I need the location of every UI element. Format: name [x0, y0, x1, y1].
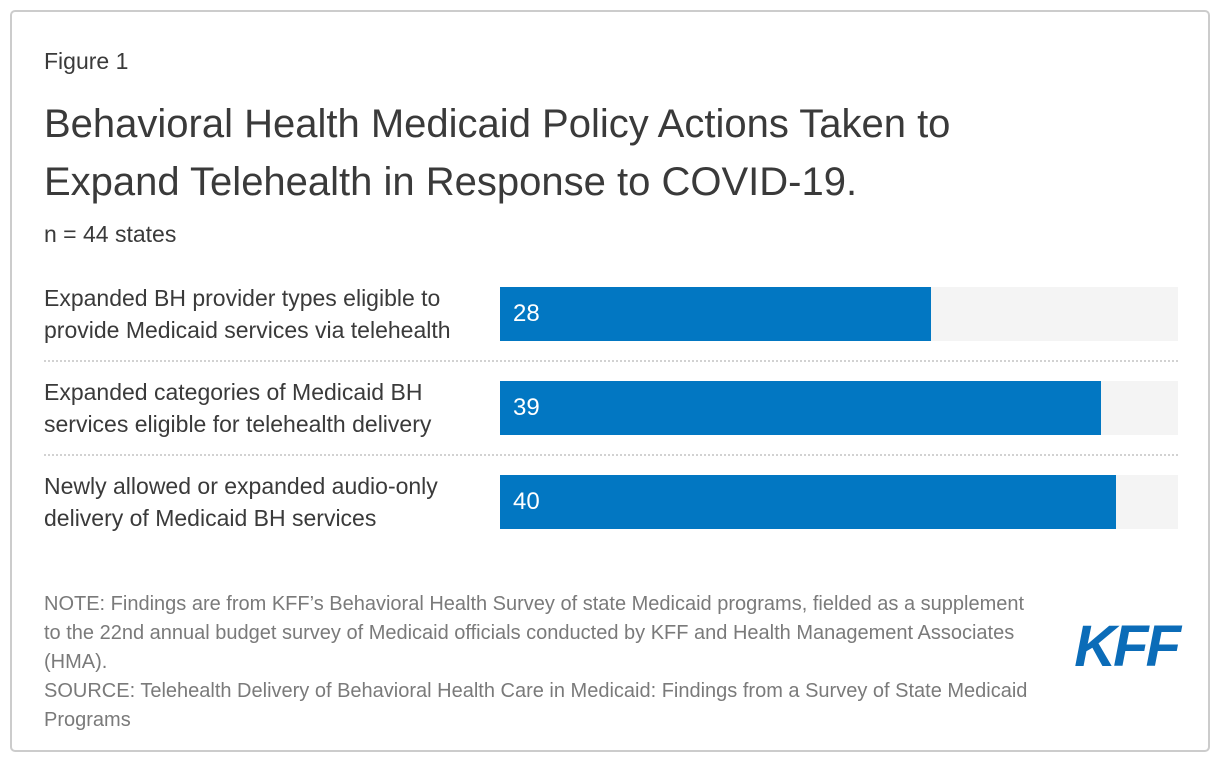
figure-frame: Figure 1 Behavioral Health Medicaid Poli…	[10, 10, 1210, 752]
note-text: NOTE: Findings are from KFF’s Behavioral…	[44, 592, 1025, 673]
category-label: Expanded BH provider types eligible to p…	[44, 284, 451, 343]
footnotes: NOTE: Findings are from KFF’s Behavioral…	[44, 590, 1044, 735]
sample-size-note: n = 44 states	[44, 220, 177, 247]
bar-fill: 40	[500, 474, 1117, 529]
bar-row: Newly allowed or expanded audio-only del…	[44, 453, 1178, 548]
bar-value-label: 28	[513, 299, 540, 327]
figure-number-label: Figure 1	[44, 48, 129, 74]
bar-fill: 28	[500, 286, 932, 341]
chart-title: Behavioral Health Medicaid Policy Action…	[44, 95, 1178, 211]
chart-title-line-1: Behavioral Health Medicaid Policy Action…	[44, 101, 951, 146]
kff-logo: KFF	[1074, 614, 1181, 679]
bar-value-label: 40	[513, 487, 540, 515]
chart-title-line-2: Expand Telehealth in Response to COVID-1…	[44, 159, 858, 204]
category-label: Expanded categories of Medicaid BH servi…	[44, 378, 432, 437]
bar-track: 39	[500, 380, 1178, 435]
category-label: Newly allowed or expanded audio-only del…	[44, 472, 438, 531]
bar-fill: 39	[500, 380, 1101, 435]
bar-value-label: 39	[513, 393, 540, 421]
bar-chart: Expanded BH provider types eligible to p…	[44, 282, 1178, 548]
bar-track: 28	[500, 286, 1178, 341]
source-text: SOURCE: Telehealth Delivery of Behaviora…	[44, 679, 1028, 731]
bar-row: Expanded categories of Medicaid BH servi…	[44, 359, 1178, 454]
bar-track: 40	[500, 474, 1178, 529]
bar-row: Expanded BH provider types eligible to p…	[44, 282, 1178, 360]
